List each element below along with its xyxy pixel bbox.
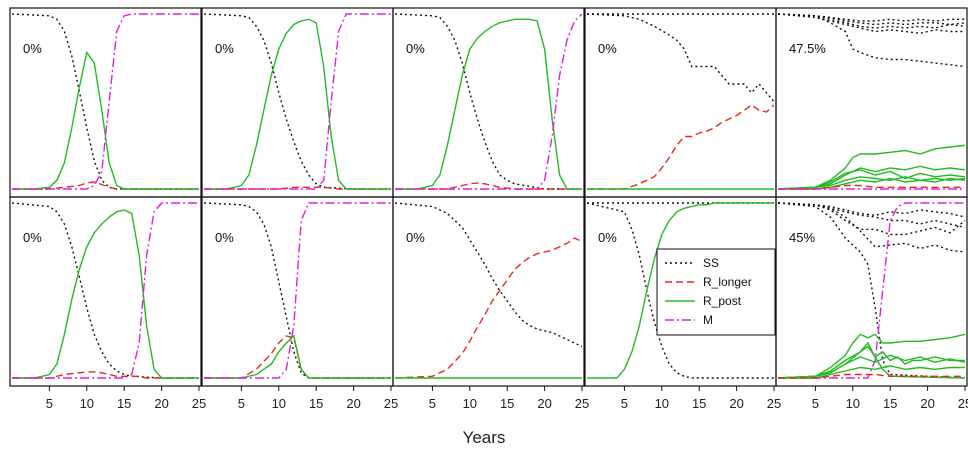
x-tick-label: 10: [846, 396, 860, 411]
series-line-m-row1-col2-3: [204, 13, 391, 190]
panel-frame-row2-col2: [201, 196, 394, 387]
x-tick-label: 25: [575, 396, 589, 411]
x-tick-label: 25: [958, 396, 968, 411]
series-line-r-longer-row2-col5-11: [778, 373, 965, 379]
series-line-ss-row1-col5-0: [777, 13, 966, 26]
series-line-ss-row2-col5-3: [777, 202, 966, 253]
x-tick-label: 20: [154, 396, 168, 411]
series-line-ss-row2-col1-0: [11, 202, 199, 379]
legend-label-ss: SS: [703, 256, 719, 270]
x-tick-label: 15: [883, 396, 897, 411]
series-line-r-post-row1-col5-7: [777, 169, 966, 190]
series-line-r-post-row2-col5-10: [778, 365, 965, 379]
x-tick-label: 5: [46, 396, 53, 411]
x-tick-label: 25: [384, 396, 398, 411]
series-line-r-post-row1-col5-8: [777, 176, 966, 190]
series-line-ss-row2-col5-2: [777, 202, 966, 236]
panel-annotation-row2-col3: 0%: [406, 230, 425, 245]
series-line-ss-row1-col1-0: [11, 13, 199, 190]
x-tick-label: 15: [117, 396, 131, 411]
series-line-r-longer-row1-col3-1: [395, 182, 582, 190]
series-line-r-longer-row1-col4-2: [587, 104, 775, 190]
series-line-ss-row1-col2-0: [203, 13, 391, 190]
x-tick-label: 25: [192, 396, 206, 411]
legend-label-r-post: R_post: [703, 294, 742, 308]
series-line-r-post-row1-col2-2: [204, 18, 391, 190]
x-tick-label: 25: [767, 396, 781, 411]
series-line-r-longer-row2-col1-1: [12, 371, 199, 379]
series-line-ss-row2-col5-1: [777, 202, 966, 229]
panel-frame-row1-col1: [9, 7, 202, 198]
panel-annotation-row1-col5: 47.5%: [789, 41, 826, 56]
x-tick-label: 10: [655, 396, 669, 411]
series-line-r-post-row1-col1-2: [12, 50, 199, 190]
series-line-ss-row2-col5-0: [777, 202, 966, 379]
x-tick-label: 5: [429, 396, 436, 411]
panel-frame-row2-col3: [392, 196, 585, 387]
series-line-r-longer-row2-col2-1: [204, 335, 391, 379]
x-tick-label: 20: [346, 396, 360, 411]
panel-annotation-row2-col5: 45%: [789, 230, 815, 245]
series-line-r-post-row2-col4-2: [587, 202, 774, 379]
x-tick-label: 10: [463, 396, 477, 411]
x-tick-label: 5: [812, 396, 819, 411]
series-line-r-post-row1-col5-6: [777, 165, 966, 190]
panel-annotation-row2-col1: 0%: [23, 230, 42, 245]
series-line-m-row2-col2-3: [204, 202, 391, 379]
series-line-r-post-row2-col5-7: [777, 345, 965, 379]
x-tick-label: 15: [309, 396, 323, 411]
legend-label-m: M: [703, 313, 713, 327]
series-line-ss-row1-col5-4: [777, 13, 965, 22]
x-tick-label: 20: [920, 396, 934, 411]
x-tick-label: 20: [729, 396, 743, 411]
x-tick-label: 15: [500, 396, 514, 411]
panel-frame-row2-col1: [9, 196, 202, 387]
series-line-r-longer-row1-col1-1: [12, 181, 199, 190]
panel-frame-row1-col2: [201, 7, 394, 198]
series-line-m-row2-col1-3: [12, 202, 199, 379]
panel-frame-row1-col3: [392, 7, 585, 198]
series-line-m-row1-col3-3: [395, 13, 583, 190]
x-tick-label: 15: [692, 396, 706, 411]
series-line-r-longer-row1-col5-10: [778, 184, 965, 190]
panel-frame-row1-col4: [584, 7, 777, 198]
series-line-ss-row1-col5-1: [777, 13, 966, 29]
legend-label-r-longer: R_longer: [703, 275, 752, 289]
x-tick-label: 5: [621, 396, 628, 411]
x-tick-label: 5: [238, 396, 245, 411]
series-line-ss-row2-col5-4: [777, 202, 966, 218]
panel-annotation-row1-col3: 0%: [406, 41, 425, 56]
panel-annotation-row2-col2: 0%: [215, 230, 234, 245]
panel-annotation-row1-col4: 0%: [598, 41, 617, 56]
panel-annotation-row2-col4: 0%: [598, 230, 617, 245]
series-line-r-longer-row1-col2-1: [204, 186, 391, 190]
series-line-r-post-row1-col5-5: [777, 144, 966, 190]
series-line-ss-row2-col3-0: [394, 202, 583, 348]
panel-frame-row2-col5: [775, 196, 968, 387]
x-tick-label: 20: [537, 396, 551, 411]
panel-annotation-row1-col2: 0%: [215, 41, 234, 56]
series-line-r-post-row2-col5-9: [777, 341, 966, 379]
series-line-m-row1-col1-3: [12, 13, 199, 190]
panel-frame-row1-col5: [775, 7, 968, 198]
series-line-ss-row1-col5-2: [777, 13, 965, 35]
series-line-r-post-row2-col2-2: [204, 334, 391, 379]
series-line-r-longer-row2-col3-1: [394, 237, 583, 379]
panel-annotation-row1-col1: 0%: [23, 41, 42, 56]
x-axis-title: Years: [462, 428, 506, 447]
series-line-ss-row1-col4-1: [586, 13, 775, 102]
series-line-r-post-row2-col5-6: [777, 333, 966, 379]
series-line-r-post-row2-col1-2: [12, 209, 199, 379]
x-tick-label: 10: [80, 396, 94, 411]
x-tick-label: 10: [272, 396, 286, 411]
series-line-r-post-row1-col3-2: [395, 18, 582, 190]
